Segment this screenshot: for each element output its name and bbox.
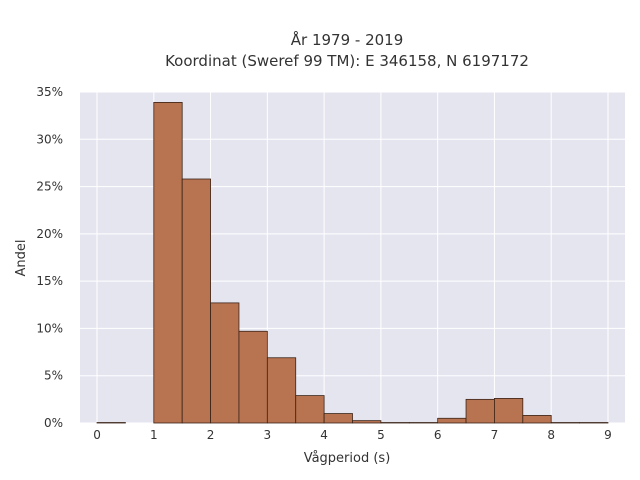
bars: [96, 102, 609, 424]
histogram-bar: [352, 420, 382, 424]
histogram-bar: [295, 395, 325, 424]
y-axis-title: Andel: [14, 240, 29, 277]
x-tick-label: 1: [150, 428, 158, 442]
x-tick-label: 5: [377, 428, 385, 442]
x-tick-label: 7: [491, 428, 499, 442]
x-tick-label: 3: [264, 428, 272, 442]
x-tick-label: 9: [604, 428, 612, 442]
chart-title-line-1: År 1979 - 2019: [291, 30, 404, 49]
histogram-bar: [238, 330, 268, 424]
histogram-bar: [210, 302, 240, 424]
histogram-bar: [181, 178, 211, 424]
histogram-bar: [323, 413, 353, 424]
x-tick-label: 6: [434, 428, 442, 442]
x-tick-label: 4: [320, 428, 328, 442]
histogram-bar: [437, 417, 467, 424]
x-tick-label: 8: [547, 428, 555, 442]
x-tick-label: 2: [207, 428, 215, 442]
y-tick-label: 25%: [36, 180, 63, 194]
y-tick-label: 30%: [36, 132, 63, 146]
y-tick-label: 15%: [36, 274, 63, 288]
y-tick-label: 0%: [44, 416, 63, 430]
chart-title: År 1979 - 2019 Koordinat (Sweref 99 TM):…: [165, 30, 529, 70]
histogram-bar: [266, 357, 297, 424]
chart-title-line-2: Koordinat (Sweref 99 TM): E 346158, N 61…: [165, 52, 529, 70]
histogram-bar: [494, 398, 524, 424]
y-tick-label: 35%: [36, 85, 63, 99]
x-tick-label: 0: [93, 428, 101, 442]
y-tick-label: 10%: [36, 321, 63, 335]
y-tick-label: 20%: [36, 227, 63, 241]
histogram-bar: [522, 415, 552, 424]
histogram-bar: [465, 398, 495, 424]
histogram-bar: [153, 102, 183, 424]
y-tick-label: 5%: [44, 369, 63, 383]
x-axis-title: Vågperiod (s): [304, 451, 391, 466]
x-axis-ticks: 0 1 2 3 4 5 6 7 8 9: [93, 428, 612, 442]
y-axis-ticks: 0% 5% 10% 15% 20% 25% 30% 35%: [36, 85, 63, 430]
